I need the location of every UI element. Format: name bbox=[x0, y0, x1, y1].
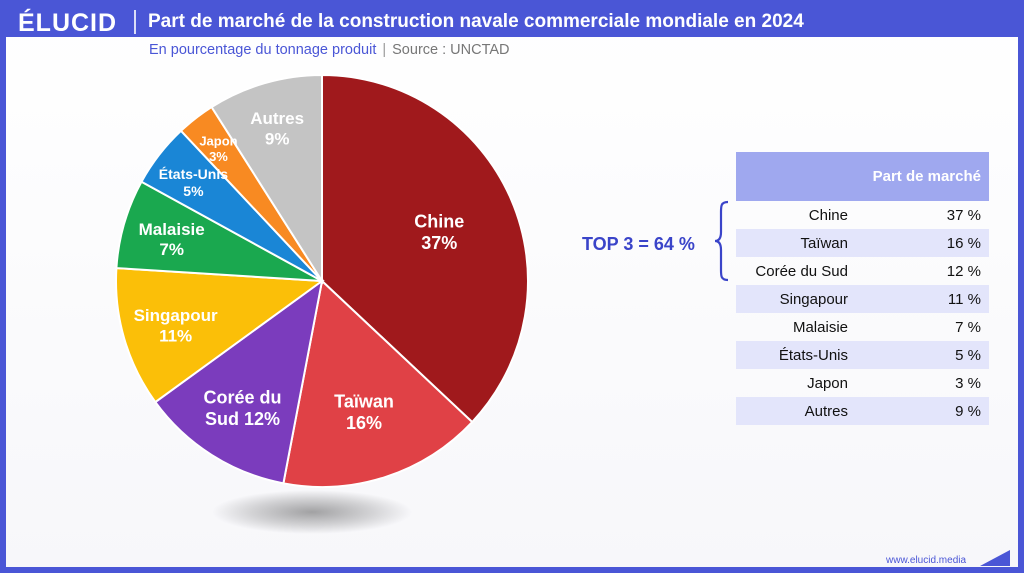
slice-label: Autres 9% bbox=[250, 109, 304, 148]
row-country: Autres bbox=[736, 397, 848, 425]
row-share: 16 % bbox=[848, 229, 989, 257]
row-country: Malaisie bbox=[792, 318, 848, 336]
brand-mark-icon bbox=[980, 550, 1010, 566]
row-share: 12 % bbox=[946, 262, 981, 280]
slice-label: Japon 3% bbox=[199, 134, 237, 165]
slice-label: États-Unis 5% bbox=[159, 166, 228, 199]
pie-slice bbox=[321, 73, 529, 424]
pie-chart: Chine 37% Taïwan 16% Corée du Sud 12% Singapou… bbox=[115, 73, 529, 534]
subtitle-separator: | bbox=[382, 42, 387, 58]
row-share: 11 % bbox=[848, 285, 989, 313]
table-header-share: Part de marché bbox=[848, 152, 989, 201]
subtitle-measure: En pourcentage du tonnage produit bbox=[149, 42, 377, 58]
row-share: 9 % bbox=[848, 397, 989, 425]
top3-annotation: TOP 3 = 64 % bbox=[582, 234, 695, 254]
table-row: Malaisie 7 % bbox=[736, 313, 989, 341]
table-row: Singapour 11 % bbox=[736, 285, 989, 313]
row-country: Taïwan bbox=[736, 229, 848, 257]
pie-slice bbox=[210, 73, 323, 285]
table-header-row: Part de marché bbox=[736, 152, 989, 201]
row-share: 3 % bbox=[955, 374, 981, 392]
table-row: Corée du Sud 12 % bbox=[736, 257, 989, 285]
chart-frame: ÉLUCID Part de marché de la construction… bbox=[6, 6, 1018, 567]
table-header-blank bbox=[736, 152, 848, 201]
table-row: États-Unis 5 % bbox=[736, 341, 989, 369]
footer-url: www.elucid.media bbox=[886, 555, 967, 566]
table-row: Japon 3 % bbox=[736, 369, 989, 397]
row-share: 5 % bbox=[848, 341, 989, 369]
slice-label: Chine 37% bbox=[414, 212, 464, 254]
row-country: Singapour bbox=[736, 285, 848, 313]
header-divider bbox=[134, 10, 136, 34]
slice-label: Taïwan 16% bbox=[334, 392, 394, 434]
row-country: Chine bbox=[808, 206, 848, 224]
slice-label: Singapour 11% bbox=[134, 306, 218, 345]
row-country: Corée du Sud bbox=[755, 262, 848, 280]
slice-label: Malaisie 7% bbox=[139, 220, 205, 259]
row-country: Japon bbox=[807, 374, 848, 392]
brand-logo: ÉLUCID bbox=[18, 9, 118, 37]
pie-slice bbox=[153, 278, 324, 485]
table-row: Autres 9 % bbox=[736, 397, 989, 425]
chart-subtitle: En pourcentage du tonnage produit | Source… bbox=[149, 42, 510, 58]
row-share: 37 % bbox=[946, 206, 981, 224]
row-share: 7 % bbox=[955, 318, 981, 336]
pie-shadow bbox=[212, 490, 412, 534]
slice-label: Corée du Sud 12% bbox=[204, 388, 282, 430]
row-country: États-Unis bbox=[736, 341, 848, 369]
header-bar: ÉLUCID Part de marché de la construction… bbox=[6, 6, 1018, 37]
table-row: Chine 37 % bbox=[736, 201, 989, 229]
brace-icon bbox=[714, 200, 729, 282]
share-table: Part de marché Chine 37 % Taïwan 16 % Coré… bbox=[736, 152, 989, 425]
pie-slice bbox=[115, 267, 325, 404]
pie-slice bbox=[282, 279, 474, 488]
subtitle-source: Source : UNCTAD bbox=[392, 42, 510, 58]
chart-title: Part de marché de la construction navale… bbox=[148, 11, 804, 32]
table-row: Taïwan 16 % bbox=[736, 229, 989, 257]
